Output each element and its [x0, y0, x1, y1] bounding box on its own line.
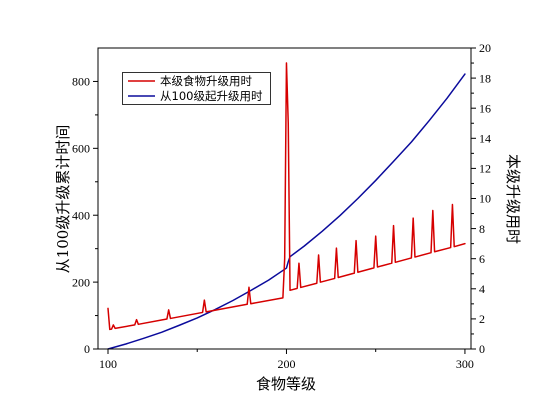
x-axis-title: 食物等级 — [256, 375, 316, 393]
series-layer — [107, 62, 466, 350]
legend-label: 本级食物升级用时 — [160, 74, 252, 88]
y-right-tick-label: 10 — [479, 192, 491, 206]
y-right-axis-title: 本级升级用时 — [504, 154, 522, 244]
legend-frame — [122, 72, 271, 105]
x-tick-label: 300 — [456, 357, 474, 371]
legend-label: 从100级起升级用时 — [160, 89, 263, 103]
tick-layer: 100 200 300 0 200 400 600 800 0 2 4 6 8 10 12 14 16 18 20 — [72, 41, 491, 371]
legend-entry: 本级食物升级用时 — [128, 74, 252, 88]
y-left-tick-label: 600 — [72, 142, 90, 156]
y-left-axis-title: 从100级升级累计时间 — [54, 125, 72, 274]
y-right-tick-label: 8 — [479, 222, 485, 236]
legend: 本级食物升级用时 从100级起升级用时 — [122, 72, 271, 105]
y-left-tick-label: 400 — [72, 208, 90, 222]
x-tick-label: 200 — [277, 357, 295, 371]
y-left-tick-label: 0 — [84, 342, 90, 356]
y-right-tick-label: 4 — [479, 282, 485, 296]
y-right-tick-label: 6 — [479, 252, 485, 266]
series-line-cumulative-time — [107, 73, 466, 350]
y-left-tick-label: 200 — [72, 275, 90, 289]
y-right-tick-label: 20 — [479, 41, 491, 55]
series-line-level-time — [107, 62, 466, 331]
y-left-tick-label: 800 — [72, 75, 90, 89]
y-right-tick-label: 2 — [479, 312, 485, 326]
y-right-tick-label: 12 — [479, 162, 491, 176]
y-right-tick-label: 0 — [479, 342, 485, 356]
y-right-tick-label: 16 — [479, 101, 491, 115]
y-right-tick-label: 14 — [479, 132, 491, 146]
x-tick-label: 100 — [99, 357, 117, 371]
legend-entry: 从100级起升级用时 — [128, 89, 263, 103]
y-right-tick-label: 18 — [479, 71, 491, 85]
